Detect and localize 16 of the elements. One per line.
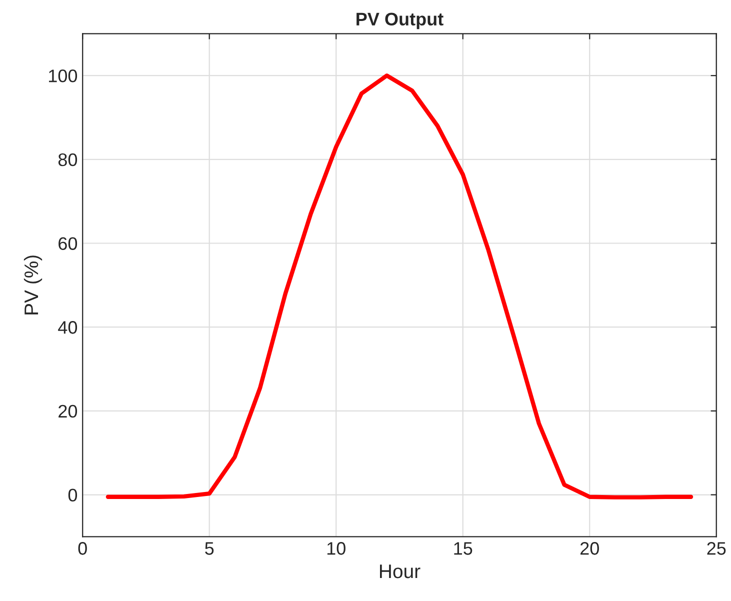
y-tick-label: 60 [58, 237, 78, 250]
x-tick-label: 20 [580, 542, 599, 555]
y-tick-label: 80 [58, 153, 78, 166]
x-tick-label: 5 [205, 542, 214, 555]
chart-title: PV Output [356, 12, 444, 30]
y-tick-label: 0 [68, 488, 78, 502]
y-axis-title: PV (%) [24, 256, 42, 314]
x-tick-label: 25 [707, 542, 726, 555]
x-axis-title: Hour [380, 564, 420, 578]
y-tick-label: 40 [58, 321, 78, 334]
x-tick-label: 15 [454, 542, 472, 555]
x-tick-label: 0 [78, 542, 87, 555]
y-tick-label: 100 [48, 70, 78, 82]
y-tick-label: 20 [58, 404, 78, 418]
x-tick-label: 10 [327, 542, 346, 555]
line-series [106, 73, 694, 500]
